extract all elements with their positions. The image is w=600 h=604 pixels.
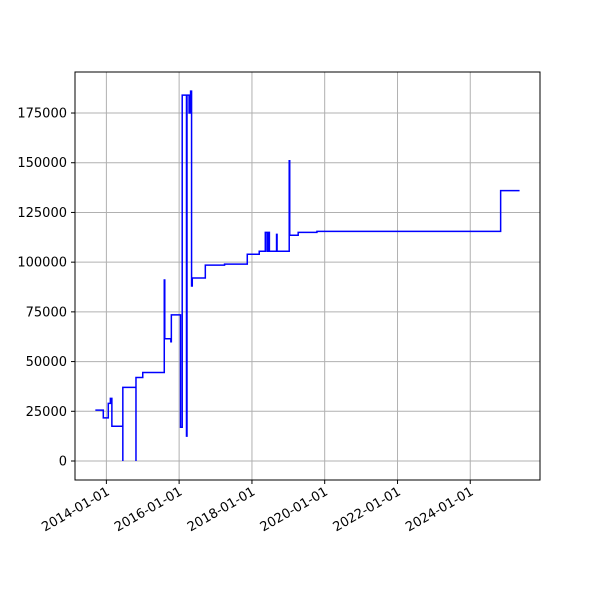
y-tick-label: 0 — [59, 455, 67, 470]
plot-frame — [74, 71, 541, 481]
y-tick-label: 100000 — [17, 256, 67, 271]
y-tick-label: 75000 — [26, 305, 67, 320]
y-tick-label: 125000 — [17, 206, 67, 221]
y-tick-label: 175000 — [17, 107, 67, 122]
data-line — [95, 90, 520, 461]
y-tick-label: 150000 — [17, 156, 67, 171]
y-tick-label: 50000 — [26, 355, 67, 370]
y-tick-label: 25000 — [26, 405, 67, 420]
